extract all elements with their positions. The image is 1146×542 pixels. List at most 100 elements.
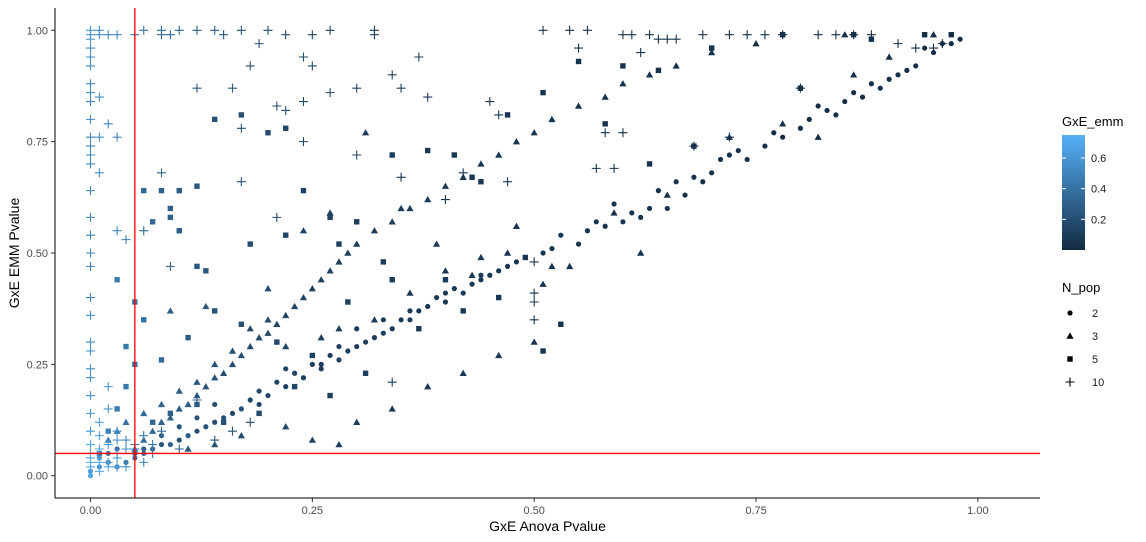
data-point <box>158 187 165 194</box>
data-point <box>194 263 200 270</box>
data-point <box>283 384 289 390</box>
data-point <box>441 182 450 189</box>
data-point <box>921 32 928 38</box>
data-point <box>494 110 504 120</box>
data-point <box>94 457 104 467</box>
data-point <box>638 214 644 220</box>
data-point <box>94 132 104 142</box>
data-point <box>353 240 361 247</box>
y-axis: 0.00 0.25 0.50 0.75 1.00 <box>27 25 55 483</box>
data-point <box>238 321 245 327</box>
data-point <box>265 130 271 136</box>
data-point <box>103 440 113 450</box>
data-point <box>282 342 290 350</box>
data-point <box>540 89 546 96</box>
data-point <box>708 48 716 56</box>
data-point <box>593 219 599 225</box>
data-point <box>529 257 539 267</box>
data-point <box>885 53 893 60</box>
data-point <box>85 97 95 107</box>
data-point <box>158 357 165 363</box>
data-point <box>752 40 760 47</box>
data-point <box>112 426 122 436</box>
data-point <box>868 81 874 87</box>
data-point <box>156 426 166 436</box>
data-point <box>469 281 475 287</box>
data-point <box>389 152 395 158</box>
data-point <box>221 415 227 421</box>
data-point <box>432 240 441 247</box>
data-point <box>265 392 271 399</box>
data-point <box>851 90 857 96</box>
data-point <box>629 210 635 216</box>
color-bar-label: 0.2 <box>1091 214 1106 226</box>
data-point <box>220 419 227 425</box>
data-point <box>662 34 672 44</box>
data-point <box>167 410 174 417</box>
color-bar-label: 0.6 <box>1091 153 1106 165</box>
data-point <box>176 228 182 234</box>
data-point <box>307 61 317 71</box>
data-point <box>352 83 362 93</box>
data-point <box>370 316 379 323</box>
data-point <box>85 132 95 142</box>
data-point <box>175 387 183 394</box>
data-points <box>85 25 963 479</box>
data-point <box>336 357 342 363</box>
shape-legend-label: 10 <box>1092 377 1104 389</box>
data-point <box>671 34 681 44</box>
data-point <box>806 116 812 122</box>
data-point <box>210 25 220 35</box>
data-point <box>236 25 246 35</box>
data-point <box>264 316 272 323</box>
data-point <box>815 103 821 109</box>
data-point <box>929 31 938 38</box>
data-point <box>618 128 628 138</box>
data-point <box>673 179 679 185</box>
data-point <box>112 132 122 142</box>
data-point <box>441 267 450 274</box>
data-point <box>380 330 386 336</box>
data-point <box>85 391 95 401</box>
data-point <box>842 98 848 105</box>
data-point <box>558 232 564 238</box>
data-point <box>485 97 495 107</box>
data-point <box>478 179 484 185</box>
data-point <box>114 277 120 283</box>
data-point <box>618 30 628 40</box>
data-point <box>212 308 218 314</box>
data-point <box>273 320 281 327</box>
data-point <box>85 141 95 151</box>
data-point <box>211 360 219 368</box>
data-point <box>174 444 184 454</box>
x-tick-label: 0.50 <box>523 505 544 517</box>
series-5 <box>96 32 954 457</box>
data-point <box>139 226 149 236</box>
data-point <box>237 351 245 359</box>
data-point <box>274 379 280 385</box>
legend-key-square <box>1067 356 1073 362</box>
data-point <box>387 377 397 387</box>
data-point <box>744 156 750 163</box>
data-point <box>298 137 308 147</box>
data-point <box>85 337 95 347</box>
data-point <box>148 440 158 450</box>
data-point <box>219 30 229 40</box>
data-point <box>345 299 351 305</box>
data-point <box>371 335 378 341</box>
data-point <box>609 163 619 173</box>
data-point <box>814 133 822 140</box>
data-point <box>663 191 671 198</box>
data-point <box>85 346 95 356</box>
data-point <box>477 253 485 261</box>
shape-legend-title: N_pop <box>1062 280 1100 295</box>
data-point <box>103 462 113 472</box>
data-point <box>245 61 255 71</box>
data-point <box>112 453 122 463</box>
data-point <box>850 71 858 78</box>
data-point <box>85 61 95 71</box>
data-point <box>85 230 95 240</box>
data-point <box>442 277 449 283</box>
data-point <box>112 462 122 472</box>
data-point <box>121 235 131 245</box>
